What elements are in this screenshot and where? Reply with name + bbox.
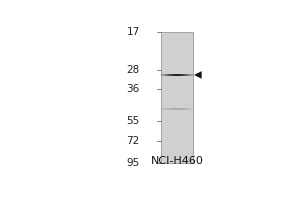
Text: 28: 28 (127, 65, 140, 75)
Text: 36: 36 (127, 84, 140, 94)
Text: NCI-H460: NCI-H460 (151, 156, 203, 166)
Bar (161, 32, 193, 163)
Text: 55: 55 (127, 116, 140, 126)
Text: 17: 17 (127, 27, 140, 37)
Text: 95: 95 (127, 158, 140, 168)
Text: 72: 72 (127, 136, 140, 146)
Polygon shape (194, 72, 201, 78)
